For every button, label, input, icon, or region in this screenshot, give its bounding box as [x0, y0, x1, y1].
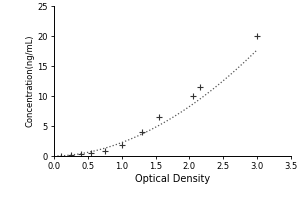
X-axis label: Optical Density: Optical Density — [135, 174, 210, 184]
Y-axis label: Concentration(ng/mL): Concentration(ng/mL) — [26, 35, 34, 127]
